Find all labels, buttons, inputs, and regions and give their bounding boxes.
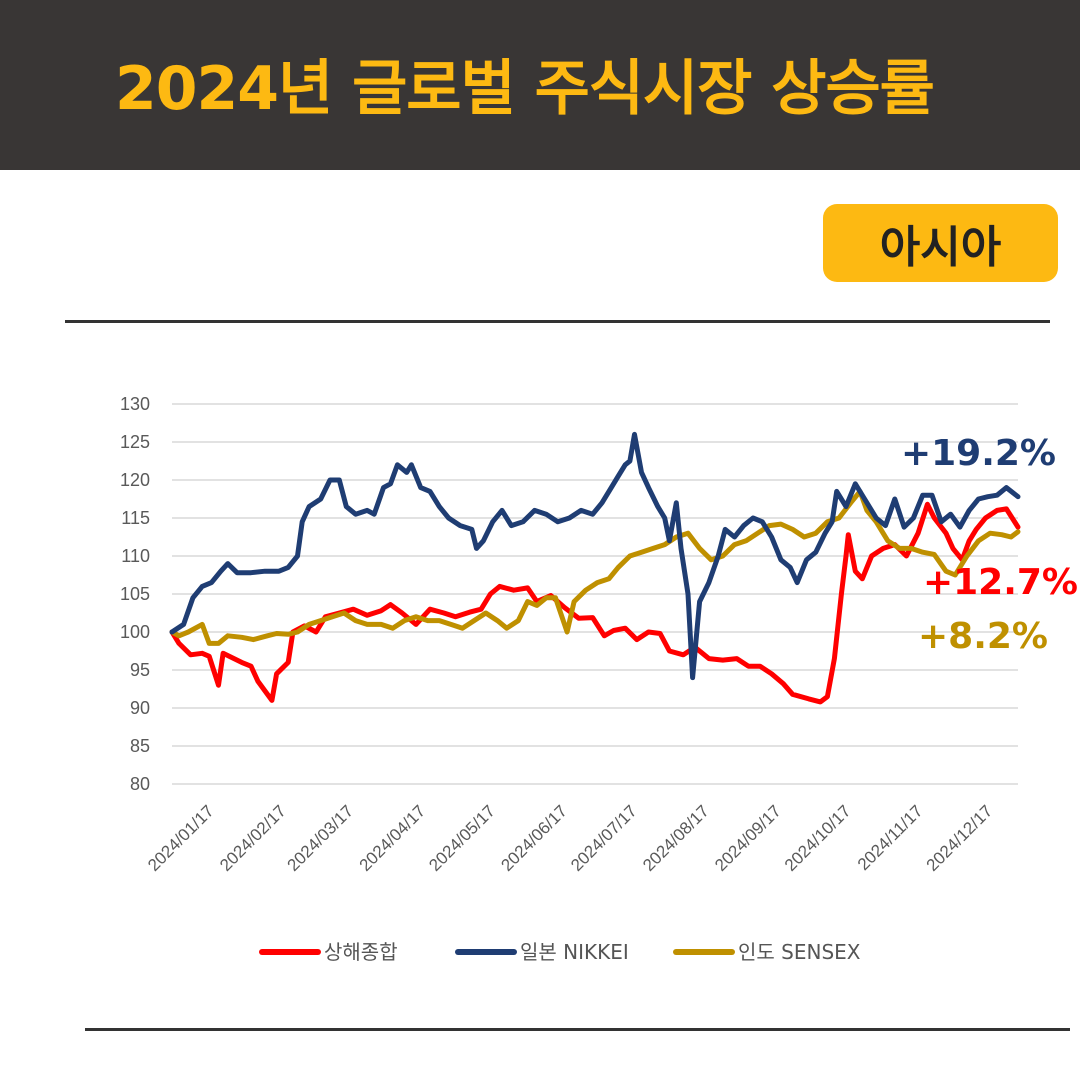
x-axis-ticks: 2024/01/172024/02/172024/03/172024/04/17… — [144, 801, 996, 875]
chart-annotations: +12.7% +19.2% +8.2% — [901, 433, 1078, 657]
series-line-1 — [169, 431, 1021, 681]
y-tick-label: 85 — [130, 736, 150, 756]
chart-legend: 상해종합 일본 NIKKEI 인도 SENSEX — [259, 940, 861, 964]
y-tick-label: 95 — [130, 660, 150, 680]
x-tick-label: 2024/11/17 — [854, 801, 927, 874]
bottom-divider — [85, 1028, 1070, 1031]
x-tick-label: 2024/05/17 — [425, 801, 499, 875]
series-end-annotation: +12.7% — [923, 562, 1078, 603]
x-tick-label: 2024/09/17 — [711, 801, 785, 875]
y-tick-label: 100 — [120, 622, 150, 642]
x-tick-label: 2024/04/17 — [356, 801, 430, 875]
series-end-annotation: +19.2% — [901, 433, 1056, 474]
y-tick-label: 105 — [120, 584, 150, 604]
header-bar: 2024년 글로벌 주식시장 상승률 — [0, 0, 1080, 170]
chart-series-lines — [169, 431, 1021, 705]
y-tick-label: 125 — [120, 432, 150, 452]
y-tick-label: 130 — [120, 394, 150, 414]
x-tick-label: 2024/01/17 — [144, 801, 218, 875]
chart-grid — [172, 403, 1018, 785]
x-tick-label: 2024/03/17 — [284, 801, 358, 875]
legend-label: 인도 SENSEX — [738, 940, 861, 964]
legend-label: 일본 NIKKEI — [520, 940, 629, 964]
y-tick-label: 90 — [130, 698, 150, 718]
x-tick-label: 2024/10/17 — [781, 801, 855, 875]
y-tick-label: 115 — [121, 508, 150, 528]
x-tick-label: 2024/07/17 — [567, 801, 641, 875]
top-divider — [65, 320, 1050, 323]
region-badge: 아시아 — [823, 204, 1058, 282]
page-title: 2024년 글로벌 주식시장 상승률 — [115, 54, 935, 124]
x-tick-label: 2024/06/17 — [497, 801, 571, 875]
y-axis-ticks: 80 85 90 95 100 105 110 115 120 125 130 — [120, 394, 150, 794]
series-end-annotation: +8.2% — [918, 616, 1048, 657]
legend-label: 상해종합 — [324, 940, 398, 964]
series-line-2 — [169, 488, 1021, 646]
y-tick-label: 120 — [120, 470, 150, 490]
x-tick-label: 2024/02/17 — [216, 801, 290, 875]
x-tick-label: 2024/08/17 — [639, 801, 713, 875]
y-tick-label: 110 — [121, 546, 150, 566]
y-tick-label: 80 — [130, 774, 150, 794]
x-tick-label: 2024/12/17 — [923, 801, 997, 875]
